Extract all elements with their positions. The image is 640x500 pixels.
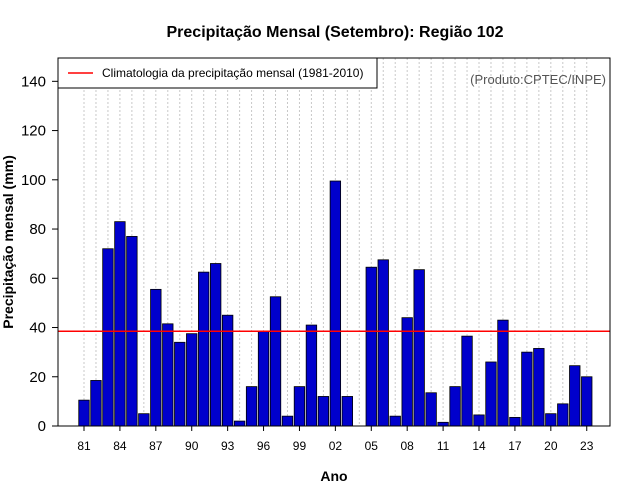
bars (78, 180, 593, 427)
bar-1992 (210, 263, 222, 427)
y-axis: 0 20 40 60 80 100 120 140 (21, 73, 58, 435)
bar-1987 (150, 288, 162, 427)
x-tick-label: 14 (472, 439, 486, 453)
x-tick-label: 96 (257, 439, 271, 453)
bar-2014 (473, 414, 485, 427)
bar-2021 (557, 403, 569, 427)
y-tick-label: 140 (21, 73, 46, 90)
bar-2015 (485, 361, 497, 427)
y-tick-label: 0 (38, 418, 46, 435)
bar-2001 (317, 396, 330, 427)
bar-1984 (114, 221, 126, 427)
bar-2005 (365, 266, 377, 427)
bar-1995 (245, 386, 258, 427)
bar-2020 (545, 413, 557, 427)
x-axis-title: Ano (320, 468, 347, 484)
bar-1982 (90, 380, 102, 427)
bar-2011 (437, 421, 449, 427)
x-tick-label: 02 (329, 439, 343, 453)
bar-2023 (581, 376, 593, 427)
bar-2006 (377, 259, 389, 427)
y-tick-label: 60 (29, 270, 46, 287)
bar-2016 (497, 319, 509, 427)
legend: Climatologia da precipitação mensal (198… (57, 57, 378, 89)
y-tick-label: 120 (21, 123, 46, 140)
x-tick-label: 90 (185, 439, 199, 453)
bar-2013 (461, 335, 473, 427)
bar-2009 (413, 269, 425, 427)
x-tick-label: 81 (77, 439, 91, 453)
bar-1990 (186, 333, 198, 427)
bar-2008 (401, 317, 413, 427)
legend-box (57, 57, 378, 89)
x-axis: 81 84 87 90 93 96 99 02 05 08 11 14 17 20 23 (77, 426, 594, 453)
y-tick-label: 40 (29, 320, 46, 337)
x-tick-label: 93 (221, 439, 235, 453)
bar-2017 (509, 416, 521, 427)
bar-1997 (269, 296, 282, 427)
legend-label: Climatologia da precipitação mensal (198… (102, 66, 363, 80)
bar-1989 (174, 341, 186, 427)
bar-1983 (102, 248, 114, 427)
bar-1998 (281, 415, 294, 427)
bar-1996 (257, 330, 270, 427)
bar-2019 (533, 348, 545, 427)
bar-1986 (138, 413, 150, 427)
bar-1994 (233, 420, 246, 427)
bar-2018 (521, 351, 533, 427)
y-tick-label: 20 (29, 369, 46, 386)
x-tick-label: 11 (437, 439, 450, 453)
x-tick-label: 20 (544, 439, 558, 453)
x-tick-label: 99 (293, 439, 307, 453)
bar-2000 (305, 324, 318, 427)
bar-2022 (569, 365, 581, 427)
x-tick-label: 17 (508, 439, 522, 453)
bar-1988 (162, 323, 174, 427)
grid-lines (83, 58, 588, 426)
y-tick-label: 80 (29, 221, 46, 238)
chart-title: Precipitação Mensal (Setembro): Região 1… (167, 24, 504, 41)
x-tick-label: 23 (580, 439, 594, 453)
x-tick-label: 84 (113, 439, 127, 453)
bar-2010 (425, 392, 437, 427)
bar-1999 (293, 386, 306, 427)
y-axis-title: Precipitação mensal (mm) (0, 155, 16, 329)
bar-1991 (198, 271, 210, 427)
bar-2007 (389, 415, 401, 427)
x-tick-label: 87 (149, 439, 163, 453)
bar-2003 (341, 396, 353, 427)
credit-text: (Produto:CPTEC/INPE) (470, 72, 606, 87)
x-tick-label: 05 (365, 439, 379, 453)
y-tick-label: 100 (21, 172, 46, 189)
x-tick-label: 08 (401, 439, 415, 453)
bar-2002 (329, 180, 342, 427)
bar-1981 (78, 399, 90, 427)
bar-2012 (449, 386, 461, 427)
